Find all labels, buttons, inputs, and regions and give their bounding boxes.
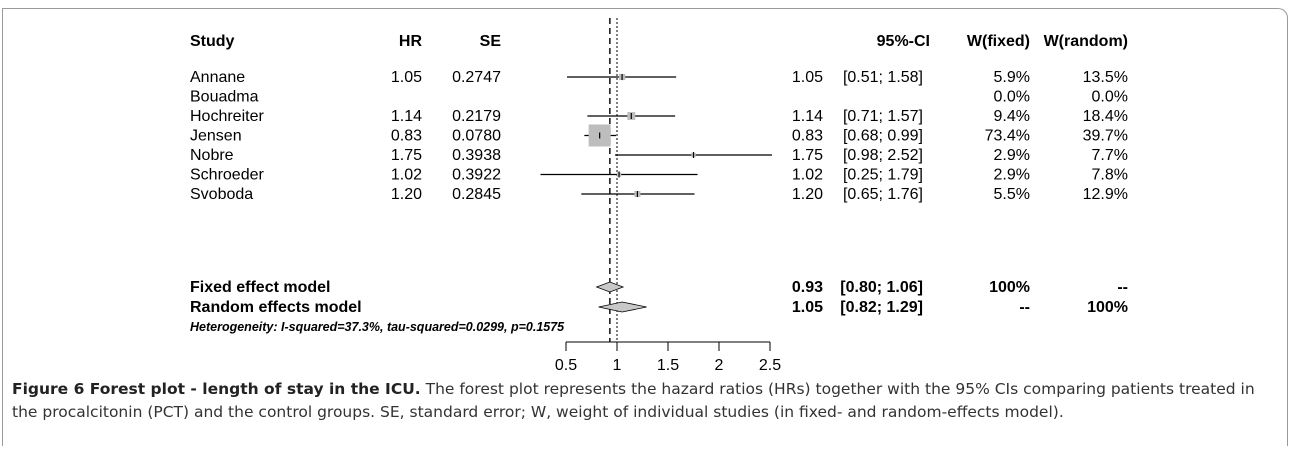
figure-caption: Figure 6 Forest plot - length of stay in… — [12, 378, 1274, 424]
study-name: Svoboda — [190, 186, 253, 203]
study-se: 0.0780 — [452, 128, 501, 145]
x-axis-tick-label: 2.5 — [759, 357, 781, 372]
study-estimate: 1.20 — [792, 186, 823, 203]
fixed-effect-diamond — [595, 281, 625, 293]
study-estimate: 1.14 — [792, 108, 823, 125]
study-hr: 0.83 — [391, 128, 422, 145]
heterogeneity-note: Heterogeneity: I-squared=37.3%, tau-squa… — [190, 320, 565, 334]
x-axis-tick-label: 0.5 — [555, 357, 577, 372]
study-name: Schroeder — [190, 167, 264, 184]
summary-weight-fixed: 100% — [989, 279, 1030, 296]
forest-plot: Study HR SE 95%-CI W(fixed) W(random) Annane 1.… — [190, 18, 1128, 372]
study-weight-fixed: 9.4% — [994, 108, 1030, 125]
study-weight-fixed: 5.5% — [994, 186, 1030, 203]
study-weight-fixed: 2.9% — [994, 167, 1030, 184]
x-axis-tick-label: 1.5 — [657, 357, 679, 372]
study-name: Jensen — [190, 128, 242, 145]
study-se: 0.3938 — [452, 147, 501, 164]
study-weight-fixed: 73.4% — [985, 128, 1030, 145]
study-se: 0.2845 — [452, 186, 501, 203]
summary-ci: [0.80; 1.06] — [840, 279, 923, 296]
study-estimate: 1.75 — [792, 147, 823, 164]
study-ci: [0.68; 0.99] — [843, 128, 923, 145]
study-se: 0.2179 — [452, 108, 501, 125]
study-se: 0.3922 — [452, 167, 501, 184]
caption-text: The forest plot represents the hazard ra… — [12, 380, 1255, 421]
study-hr: 1.14 — [391, 108, 422, 125]
study-name: Hochreiter — [190, 108, 264, 125]
study-ci: [0.25; 1.79] — [843, 167, 923, 184]
figure-frame — [2, 8, 1288, 446]
column-header-ci: 95%-CI — [877, 33, 930, 50]
summary-estimate: 1.05 — [792, 299, 823, 316]
figure-frame-left — [2, 8, 3, 446]
study-hr: 1.05 — [391, 69, 422, 86]
summary-weight-fixed: -- — [1019, 299, 1030, 316]
study-weight-random: 0.0% — [1092, 89, 1128, 106]
caption-title: Figure 6 Forest plot - length of stay in… — [12, 380, 421, 398]
column-header-w-fixed: W(fixed) — [967, 33, 1030, 50]
study-weight-fixed: 5.9% — [994, 69, 1030, 86]
study-weight-fixed: 0.0% — [994, 89, 1030, 106]
study-estimate: 1.05 — [792, 69, 823, 86]
study-name: Bouadma — [190, 89, 259, 106]
summary-estimate: 0.93 — [792, 279, 823, 296]
study-name: Annane — [190, 69, 245, 86]
study-weight-random: 7.7% — [1092, 147, 1128, 164]
random-effects-label: Random effects model — [190, 299, 362, 316]
column-header-se: SE — [480, 33, 502, 50]
study-hr: 1.02 — [391, 167, 422, 184]
study-weight-random: 18.4% — [1083, 108, 1128, 125]
study-estimate: 0.83 — [792, 128, 823, 145]
summary-ci: [0.82; 1.29] — [840, 299, 923, 316]
random-effects-diamond — [598, 301, 647, 313]
study-se: 0.2747 — [452, 69, 501, 86]
study-weight-random: 39.7% — [1083, 128, 1128, 145]
x-axis-tick-label: 2 — [715, 357, 724, 372]
study-ci: [0.65; 1.76] — [843, 186, 923, 203]
column-header-hr: HR — [399, 33, 423, 50]
study-weight-fixed: 2.9% — [994, 147, 1030, 164]
study-weight-random: 13.5% — [1083, 69, 1128, 86]
study-hr: 1.20 — [391, 186, 422, 203]
study-weight-random: 7.8% — [1092, 167, 1128, 184]
summary-weight-random: -- — [1117, 279, 1128, 296]
column-header-study: Study — [190, 33, 235, 50]
study-estimate: 1.02 — [792, 167, 823, 184]
study-name: Nobre — [190, 147, 234, 164]
x-axis-tick-label: 1 — [613, 357, 622, 372]
study-ci: [0.98; 2.52] — [843, 147, 923, 164]
column-header-w-random: W(random) — [1044, 33, 1128, 50]
study-hr: 1.75 — [391, 147, 422, 164]
study-ci: [0.71; 1.57] — [843, 108, 923, 125]
fixed-effect-label: Fixed effect model — [190, 279, 330, 296]
study-weight-random: 12.9% — [1083, 186, 1128, 203]
study-ci: [0.51; 1.58] — [843, 69, 923, 86]
summary-weight-random: 100% — [1087, 299, 1128, 316]
